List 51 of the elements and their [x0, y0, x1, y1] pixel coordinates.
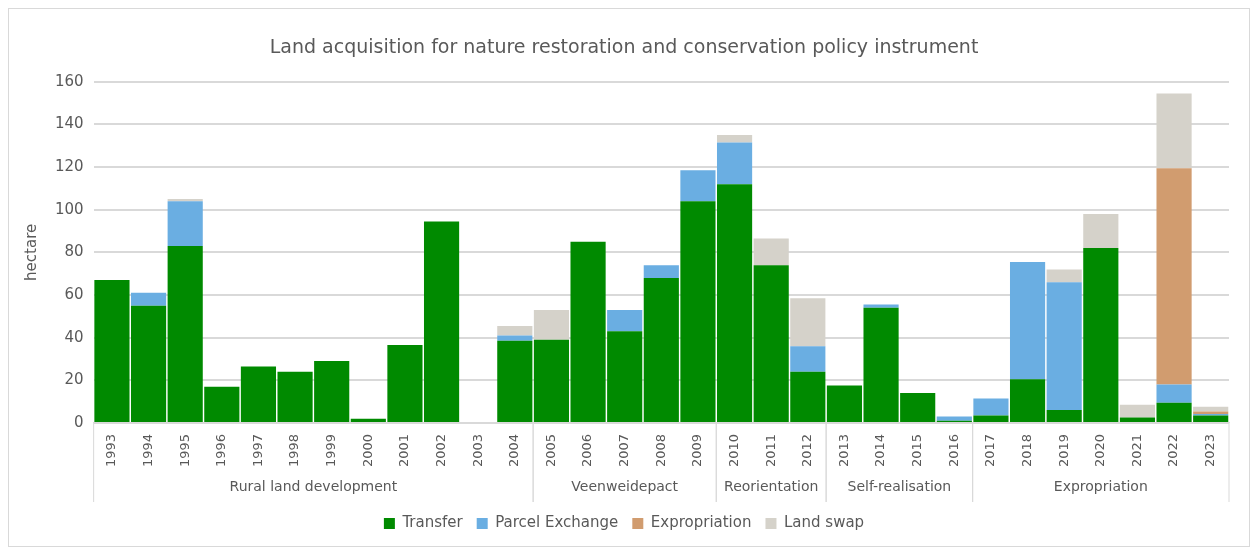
y-tick-label: 20	[64, 370, 84, 389]
x-tick-label: 2021	[1128, 433, 1144, 468]
x-tick-label: 2020	[1092, 433, 1108, 468]
x-tick-label: 1996	[213, 433, 229, 468]
y-tick-label: 80	[64, 242, 84, 261]
y-tick-label: 120	[54, 156, 84, 175]
x-tick-label: 2003	[469, 433, 485, 468]
x-tick-label: 2023	[1202, 433, 1218, 468]
x-tick-label: 2001	[396, 433, 412, 468]
text: Reorientation	[724, 477, 819, 494]
x-tick-label: 2009	[689, 433, 705, 468]
x-tick-label: 2022	[1165, 433, 1181, 468]
x-tick-label: 1997	[249, 433, 265, 468]
text: Expropriation	[1053, 477, 1148, 494]
x-tick-label: 2000	[359, 433, 375, 468]
x-tick-label: 2010	[725, 433, 741, 468]
y-tick-label: 40	[64, 327, 84, 346]
y-tick-label: 100	[54, 199, 84, 218]
y-tick-label: 160	[54, 71, 84, 90]
y-tick-label: 0	[74, 412, 84, 431]
x-tick-label: 2016	[945, 433, 961, 468]
legend-label: Land swap	[783, 513, 865, 532]
x-tick-label: 1993	[103, 433, 119, 468]
x-tick-label: 2012	[799, 433, 815, 468]
x-tick-label: 2005	[542, 433, 558, 468]
text: Self-realisation	[847, 477, 952, 494]
x-tick-label: 2007	[616, 433, 632, 468]
legend-label: Parcel Exchange	[495, 513, 619, 532]
x-tick-label: 2019	[1055, 433, 1071, 468]
y-axis-title: hectare	[21, 223, 40, 281]
text: Rural land development	[229, 477, 398, 494]
x-tick-label: 2004	[506, 433, 522, 468]
x-tick-label: 2002	[432, 433, 448, 468]
x-tick-label: 2015	[909, 433, 925, 468]
legend-label: Expropriation	[650, 513, 752, 532]
x-tick-label: 1998	[286, 433, 302, 468]
x-tick-label: 1995	[176, 433, 192, 468]
x-tick-label: 2013	[835, 433, 851, 468]
x-tick-label: 1999	[323, 433, 339, 468]
y-tick-label: 60	[64, 284, 84, 303]
y-tick-label: 140	[54, 114, 84, 133]
x-tick-label: 1994	[139, 433, 155, 468]
x-tick-label: 2006	[579, 433, 595, 468]
chart-title: Land acquisition for nature restoration and conservation policy instrument	[269, 35, 979, 58]
x-tick-label: 2018	[1018, 433, 1034, 468]
text: Veenweidepact	[571, 477, 679, 494]
x-tick-label: 2011	[762, 433, 778, 468]
x-tick-label: 2014	[872, 433, 888, 468]
x-tick-label: 2017	[982, 433, 998, 468]
x-tick-label: 2008	[652, 433, 668, 468]
legend-label: Transfer	[401, 513, 464, 532]
